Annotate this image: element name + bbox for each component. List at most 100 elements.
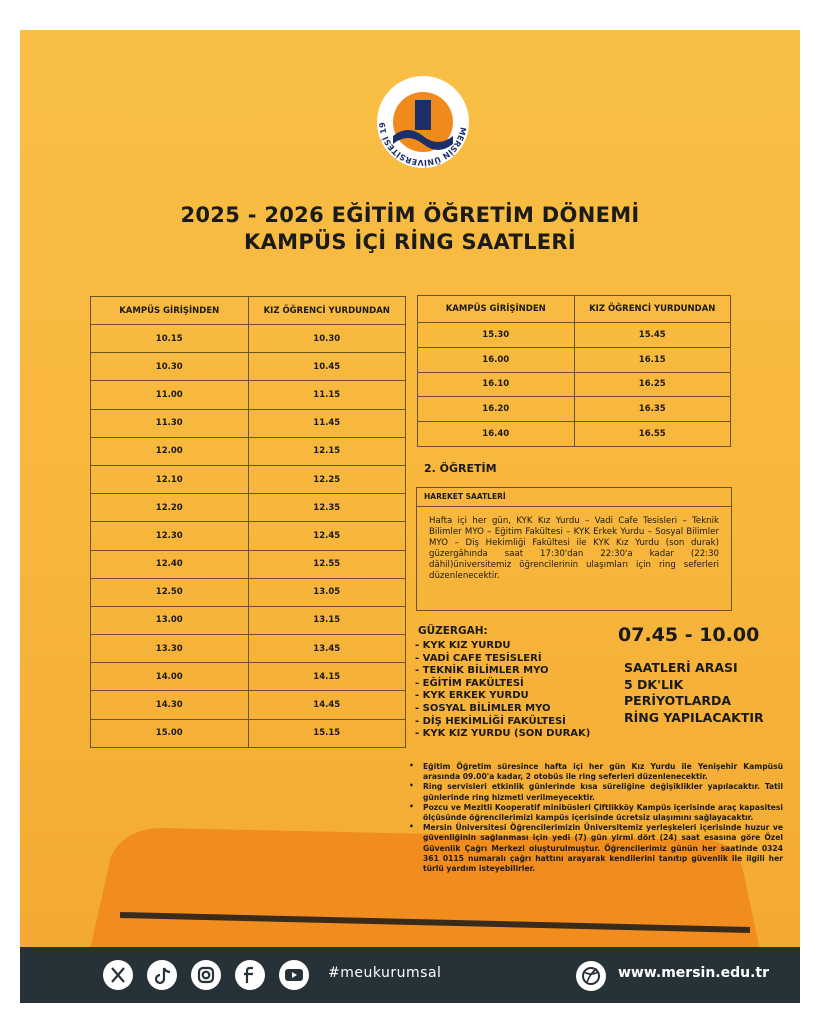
cell: 15.30 xyxy=(417,322,575,348)
cell: 13.45 xyxy=(247,634,406,664)
route-item: - DİŞ HEKİMLİĞİ FAKÜLTESİ xyxy=(415,715,566,727)
cell: 16.20 xyxy=(417,396,575,423)
row: 11.00 11.15 xyxy=(90,380,406,410)
poster: MERSİN ÜNİVERSİTESİ 1992 2025 - 2026 EĞİ… xyxy=(20,30,800,1003)
note: Eğitim Öğretim süresince hafta içi her g… xyxy=(409,761,783,782)
column-header: KIZ ÖĞRENCİ YURDUNDAN xyxy=(573,295,731,323)
route-item: - KYK KIZ YURDU (SON DURAK) xyxy=(415,728,591,740)
cell: 12.45 xyxy=(247,521,406,551)
cell: 12.10 xyxy=(90,464,249,495)
row: 12.30 12.45 xyxy=(90,521,406,551)
row: 15.30 15.45 xyxy=(417,322,731,348)
header-row: KAMPÜS GİRİŞİNDEN KIZ ÖĞRENCİ YURDUNDAN xyxy=(417,295,731,323)
web-icon xyxy=(576,961,606,991)
row: 12.40 12.55 xyxy=(90,549,406,579)
row: 10.30 10.45 xyxy=(90,352,406,382)
cell: 11.00 xyxy=(90,380,249,410)
cell: 12.55 xyxy=(247,549,406,579)
cell: 13.05 xyxy=(247,577,406,607)
cell: 12.00 xyxy=(90,436,249,466)
period-line: PERİYOTLARDA xyxy=(624,693,732,708)
hashtag: #meukurumsal xyxy=(328,965,442,981)
schedule-table: KAMPÜS GİRİŞİNDEN KIZ ÖĞRENCİ YURDUNDAN 10… xyxy=(90,296,406,748)
header-row: KAMPÜS GİRİŞİNDEN KIZ ÖĞRENCİ YURDUNDAN xyxy=(90,296,406,325)
cell: 13.00 xyxy=(90,605,249,636)
section-heading: 2. ÖĞRETİM xyxy=(424,462,497,475)
box-title: HAREKET SAATLERİ xyxy=(417,488,731,507)
row: 15.00 15.15 xyxy=(90,718,406,748)
cell: 11.15 xyxy=(247,380,406,410)
footer: #meukurumsal www.mersin.edu.tr xyxy=(20,947,800,1003)
route-item: - TEKNİK BİLİMLER MYO xyxy=(415,665,549,677)
cell: 14.45 xyxy=(247,690,406,720)
route-item: - KYK ERKEK YURDU xyxy=(415,690,529,702)
cell: 10.45 xyxy=(247,352,406,382)
note: Ring servisleri etkinlik günlerinde kısa… xyxy=(409,781,783,802)
cell: 14.00 xyxy=(90,662,249,692)
cell: 16.40 xyxy=(417,421,575,447)
cell: 11.45 xyxy=(247,408,406,438)
cell: 15.15 xyxy=(247,718,406,748)
cell: 16.35 xyxy=(573,396,731,423)
info-box: HAREKET SAATLERİ Hafta içi her gün, KYK … xyxy=(416,487,732,611)
column-header: KAMPÜS GİRİŞİNDEN xyxy=(90,296,249,325)
row: 12.10 12.25 xyxy=(90,464,406,495)
title-line2: KAMPÜS İÇİ RİNG SAATLERİ xyxy=(244,230,576,254)
period-line: SAATLERİ ARASI xyxy=(624,660,738,675)
period-line: 5 DK'LIK xyxy=(624,676,684,692)
logo: MERSİN ÜNİVERSİTESİ 1992 xyxy=(375,74,469,168)
cell: 15.00 xyxy=(90,718,249,748)
box-text: Hafta içi her gün, KYK Kız Yurdu – Vadi … xyxy=(429,516,719,581)
cell: 12.40 xyxy=(90,549,249,579)
cell: 16.25 xyxy=(573,371,731,398)
route-list: - KYK KIZ YURDU - VADİ CAFE TESİSLERİ - TE… xyxy=(415,640,590,741)
cell: 10.30 xyxy=(247,323,406,354)
cell: 13.15 xyxy=(247,605,406,636)
row: 12.00 12.15 xyxy=(90,436,406,466)
route-item: - VADİ CAFE TESİSLERİ xyxy=(415,652,542,664)
period-line: RİNG YAPILACAKTIR xyxy=(624,709,764,725)
row: 11.30 11.45 xyxy=(90,408,406,438)
cell: 13.30 xyxy=(90,634,249,664)
row: 16.00 16.15 xyxy=(417,346,731,373)
url: www.mersin.edu.tr xyxy=(618,965,770,981)
row: 16.20 16.35 xyxy=(417,396,731,423)
row: 12.20 12.35 xyxy=(90,493,406,523)
row: 14.30 14.45 xyxy=(90,690,406,720)
cell: 10.15 xyxy=(90,323,249,354)
period-time: 07.45 - 10.00 xyxy=(618,624,760,646)
cell: 16.15 xyxy=(573,346,731,373)
route-title: GÜZERGAH: xyxy=(418,625,488,637)
social-icons xyxy=(103,960,309,990)
row: 13.30 13.45 xyxy=(90,634,406,664)
cell: 12.35 xyxy=(247,493,406,523)
route-item: - EĞİTİM FAKÜLTESİ xyxy=(415,677,524,689)
cell: 16.10 xyxy=(417,371,575,398)
cell: 14.15 xyxy=(247,662,406,692)
row: 12.50 13.05 xyxy=(90,577,406,607)
cell: 16.00 xyxy=(417,346,575,373)
row: 16.40 16.55 xyxy=(417,421,731,447)
cell: 11.30 xyxy=(90,408,249,438)
cell: 12.25 xyxy=(247,464,406,495)
period-text: SAATLERİ ARASI 5 DK'LIK PERİYOTLARDA RİNG Y… xyxy=(624,660,764,726)
column-header: KIZ ÖĞRENCİ YURDUNDAN xyxy=(247,296,406,325)
route-item: - SOSYAL BİLİMLER MYO xyxy=(415,702,551,714)
cell: 12.15 xyxy=(247,436,406,466)
row: 13.00 13.15 xyxy=(90,605,406,636)
cell: 10.30 xyxy=(90,352,249,382)
cell: 15.45 xyxy=(573,322,731,348)
row: 10.15 10.30 xyxy=(90,323,406,354)
schedule-table-2: KAMPÜS GİRİŞİNDEN KIZ ÖĞRENCİ YURDUNDAN 15… xyxy=(417,295,731,447)
route-item: - KYK KIZ YURDU xyxy=(415,640,511,651)
cell: 12.50 xyxy=(90,577,249,607)
row: 14.00 14.15 xyxy=(90,662,406,692)
notes: Eğitim Öğretim süresince hafta içi her g… xyxy=(409,761,783,874)
title-line1: 2025 - 2026 EĞİTİM ÖĞRETİM DÖNEMİ xyxy=(180,203,640,227)
note: Pozcu ve Mezitli Kooperatif minibüsleri … xyxy=(409,802,783,823)
cell: 16.55 xyxy=(573,421,731,447)
cell: 12.30 xyxy=(90,521,249,551)
row: 16.10 16.25 xyxy=(417,371,731,398)
cell: 12.20 xyxy=(90,493,249,523)
